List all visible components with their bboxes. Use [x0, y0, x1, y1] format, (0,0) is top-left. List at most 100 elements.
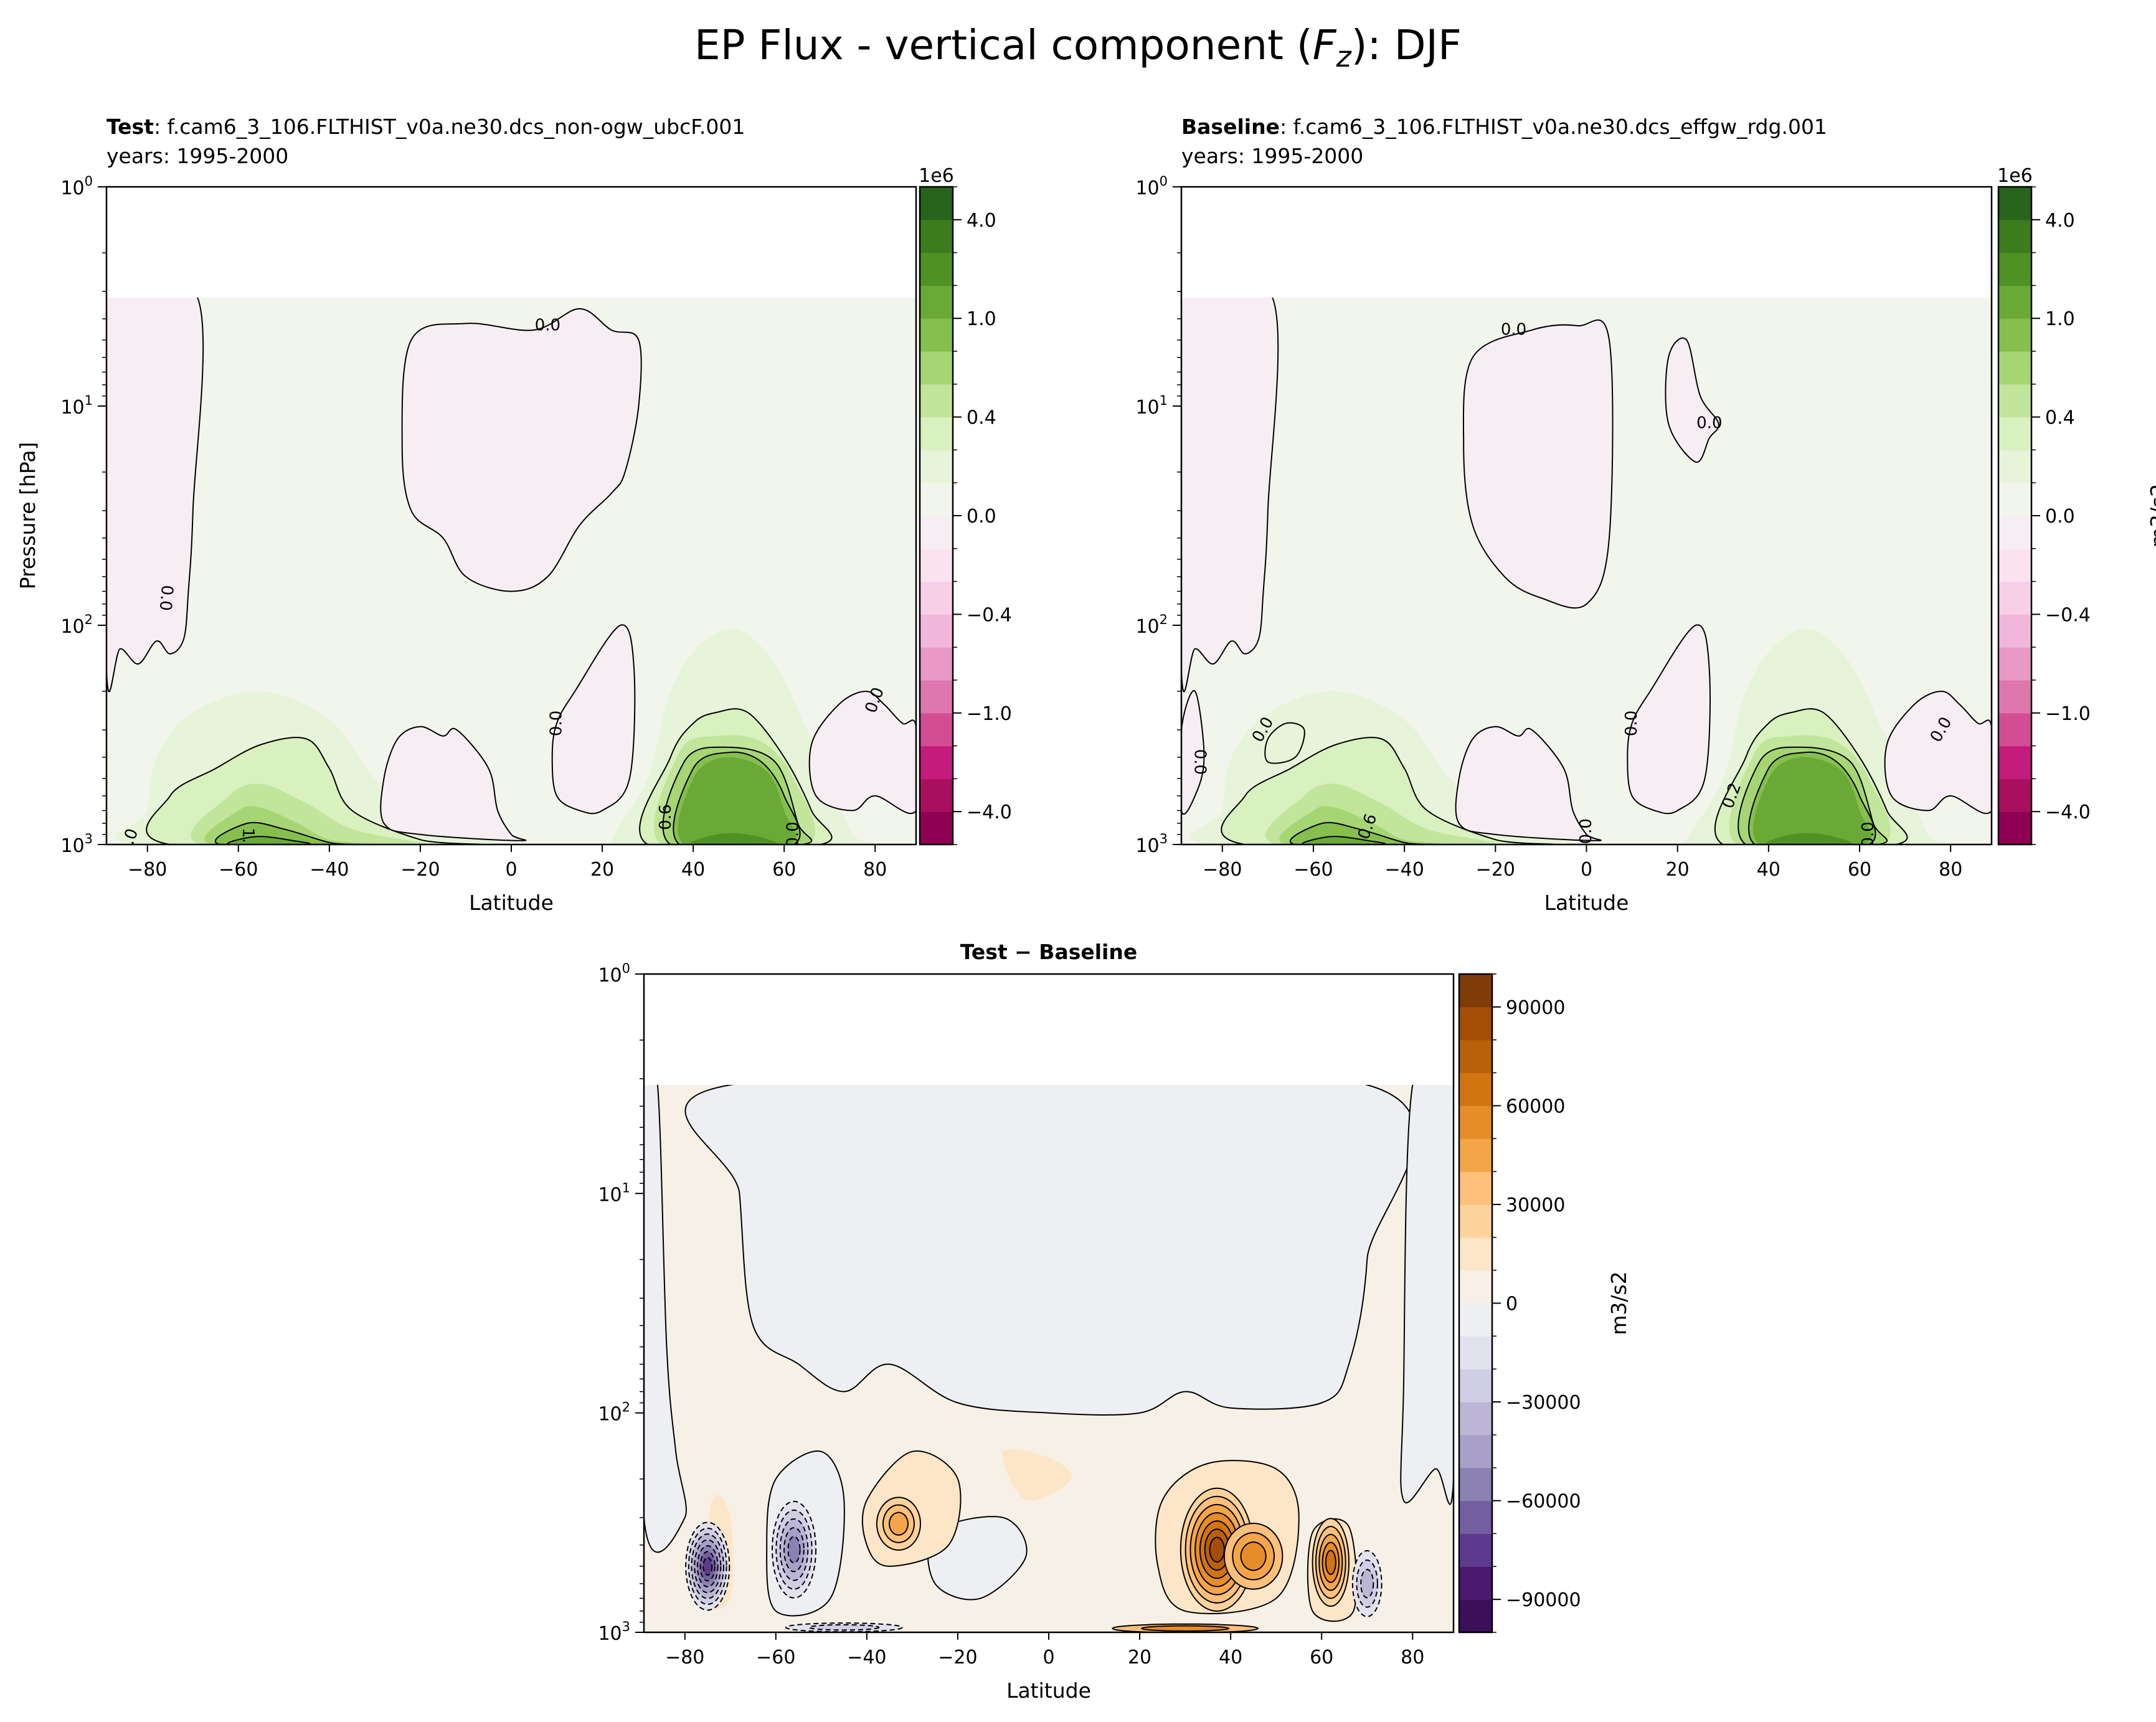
- x-tick-label: 20: [590, 859, 614, 881]
- x-axis-label: Latitude: [1006, 1678, 1091, 1703]
- colorbar-tick-label: −4.0: [967, 802, 1012, 823]
- x-tick-label: −40: [310, 859, 349, 881]
- colorbar-band: [1459, 1237, 1492, 1271]
- colorbar-band: [1998, 548, 2031, 582]
- contour-blob: [808, 1624, 880, 1631]
- colorbar-band: [920, 450, 953, 483]
- x-tick-label: −60: [1293, 859, 1333, 881]
- x-tick-label: 40: [1757, 859, 1780, 881]
- panel-title: Test: f.cam6_3_106.FLTHIST_v0a.ne30.dcs_…: [106, 115, 745, 139]
- x-tick-label: −20: [400, 859, 440, 881]
- colorbar-band: [1998, 318, 2031, 352]
- colorbar-band: [920, 712, 953, 747]
- contour-region: [808, 690, 916, 815]
- contour-field: [644, 1084, 1454, 1632]
- colorbar-band: [920, 219, 953, 253]
- colorbar-band: [1998, 811, 2031, 845]
- contour-region: [1766, 833, 1853, 844]
- colorbar-tick-label: 4.0: [967, 210, 996, 232]
- colorbar-band: [1459, 1500, 1492, 1535]
- colorbar-band: [1459, 1336, 1492, 1370]
- colorbar-band: [1459, 1006, 1492, 1041]
- colorbar-band: [920, 417, 953, 450]
- panel-title: Test − Baseline: [960, 940, 1138, 964]
- colorbar-tick-label: 0.0: [2045, 506, 2075, 527]
- colorbar-tick-label: 90000: [1506, 997, 1565, 1019]
- panel-baseline: 0.00.00.00.0 0.0 0.00.60.20.00.0−80 −60 −40−…: [1135, 115, 2156, 915]
- contour-blob: [1360, 1569, 1374, 1599]
- colorbar: 4.0 1.0 0.4 0.0 −0.4 −1.0 −4.0 1e6: [919, 165, 1012, 846]
- colorbar-band: [1459, 1303, 1492, 1336]
- contour-region: [1302, 836, 1386, 844]
- colorbar-tick-label: 30000: [1506, 1195, 1565, 1216]
- y-tick-label: 103: [1135, 831, 1168, 857]
- contour-label: 0.0: [1622, 711, 1641, 736]
- colorbar-band: [1459, 1566, 1492, 1600]
- contour-region: [1003, 1449, 1072, 1502]
- colorbar-band: [1998, 647, 2031, 681]
- colorbar-band: [1998, 680, 2031, 714]
- y-tick-label: 101: [60, 393, 93, 419]
- contour-region: [644, 1084, 687, 1553]
- colorbar-tick-label: −0.4: [2045, 604, 2091, 626]
- colorbar-tick-label: 1.0: [2045, 308, 2075, 330]
- x-tick-label: −80: [128, 859, 167, 881]
- contour-label: 0.6: [656, 804, 675, 830]
- x-tick-label: −40: [1384, 859, 1424, 881]
- panel-title: Baseline: f.cam6_3_106.FLTHIST_v0a.ne30.…: [1181, 115, 1827, 139]
- x-tick-label: 0: [505, 859, 517, 881]
- colorbar-band: [1998, 219, 2031, 253]
- contour-blob: [702, 1556, 713, 1576]
- colorbar-band: [920, 187, 953, 220]
- x-axis-label: Latitude: [1544, 891, 1629, 915]
- contour-field: 0.00.00.00.00.60.00.0 1.0: [106, 297, 916, 853]
- contour-blob: [787, 1536, 801, 1564]
- contour-region: [1455, 726, 1602, 841]
- colorbar-band: [920, 614, 953, 648]
- colorbar-band: [1459, 1171, 1492, 1205]
- colorbar-band: [1998, 778, 2031, 812]
- colorbar-band: [920, 745, 953, 779]
- x-tick-label: 0: [1581, 859, 1592, 881]
- colorbar-tick-label: 60000: [1506, 1095, 1565, 1117]
- colorbar-tick-label: −90000: [1506, 1589, 1581, 1611]
- colorbar-band: [920, 483, 953, 516]
- panel-years: years: 1995-2000: [106, 144, 288, 168]
- x-tick-label: −40: [847, 1647, 886, 1668]
- y-tick-label: 103: [60, 831, 93, 857]
- x-tick-label: 80: [863, 859, 887, 881]
- x-tick-label: 60: [1848, 859, 1871, 881]
- contour-label: 0.0: [1859, 821, 1878, 847]
- y-tick-label: 101: [598, 1180, 630, 1206]
- x-tick-label: 60: [772, 859, 796, 881]
- contour-label: 0.0: [535, 316, 560, 334]
- contour-region: [1264, 722, 1305, 764]
- colorbar-band: [1459, 1402, 1492, 1436]
- contour-region: [1884, 690, 1992, 815]
- colorbar-tick-label: 0.4: [967, 407, 996, 429]
- x-tick-label: −80: [1203, 859, 1242, 881]
- colorbar-band: [1998, 351, 2031, 385]
- colorbar-band: [920, 516, 953, 549]
- colorbar-band: [920, 384, 953, 418]
- colorbar-band: [1459, 1270, 1492, 1304]
- contour-region: [691, 833, 777, 844]
- contour-blob: [1325, 1549, 1336, 1575]
- contour-region: [1627, 624, 1711, 815]
- colorbar-band: [1998, 384, 2031, 418]
- x-tick-label: −20: [938, 1647, 977, 1668]
- colorbar-band: [1459, 1434, 1492, 1469]
- contour-blob: [1240, 1541, 1267, 1571]
- colorbar-band: [920, 548, 953, 582]
- y-tick-label: 102: [1135, 612, 1168, 638]
- colorbar-band: [920, 252, 953, 286]
- contour-label: 0.0: [1577, 818, 1596, 844]
- colorbar-band: [920, 581, 953, 615]
- colorbar-band: [920, 351, 953, 385]
- colorbar-band: [1998, 712, 2031, 747]
- contour-label: 1.0: [239, 828, 257, 853]
- colorbar-band: [1998, 614, 2031, 648]
- contour-region: [1400, 1084, 1454, 1505]
- figure-title: EP Flux - vertical component (Fz): DJF: [694, 21, 1462, 73]
